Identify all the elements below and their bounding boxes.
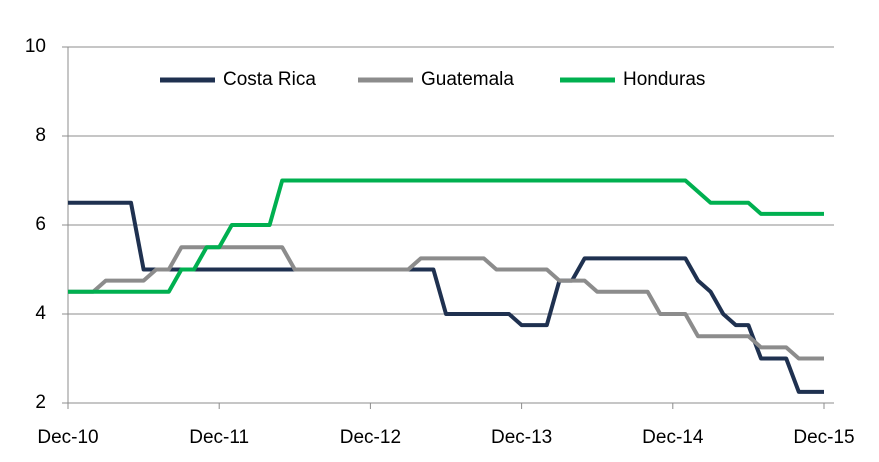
x-tick-label: Dec-15 [793, 427, 854, 448]
x-tick-label: Dec-11 [189, 427, 249, 448]
legend-label: Costa Rica [223, 69, 316, 90]
y-tick-label: 2 [35, 392, 46, 413]
y-tick-label: 4 [35, 303, 46, 324]
series-line [68, 178, 824, 294]
x-tick-label: Dec-13 [491, 427, 552, 448]
x-tick-label: Dec-12 [340, 427, 401, 448]
y-tick-label: 8 [35, 125, 46, 146]
legend-label: Honduras [623, 69, 705, 90]
y-tick-label: 6 [35, 214, 46, 235]
series-line [68, 245, 824, 361]
legend-label: Guatemala [421, 69, 514, 90]
x-tick-label: Dec-10 [37, 427, 98, 448]
y-tick-label: 10 [25, 36, 46, 57]
series-line [68, 200, 824, 394]
x-tick-label: Dec-14 [642, 427, 704, 448]
